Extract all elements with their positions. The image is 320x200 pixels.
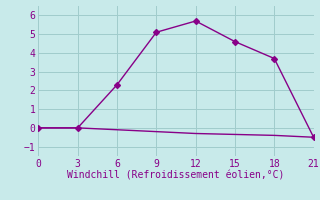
X-axis label: Windchill (Refroidissement éolien,°C): Windchill (Refroidissement éolien,°C) — [67, 170, 285, 180]
